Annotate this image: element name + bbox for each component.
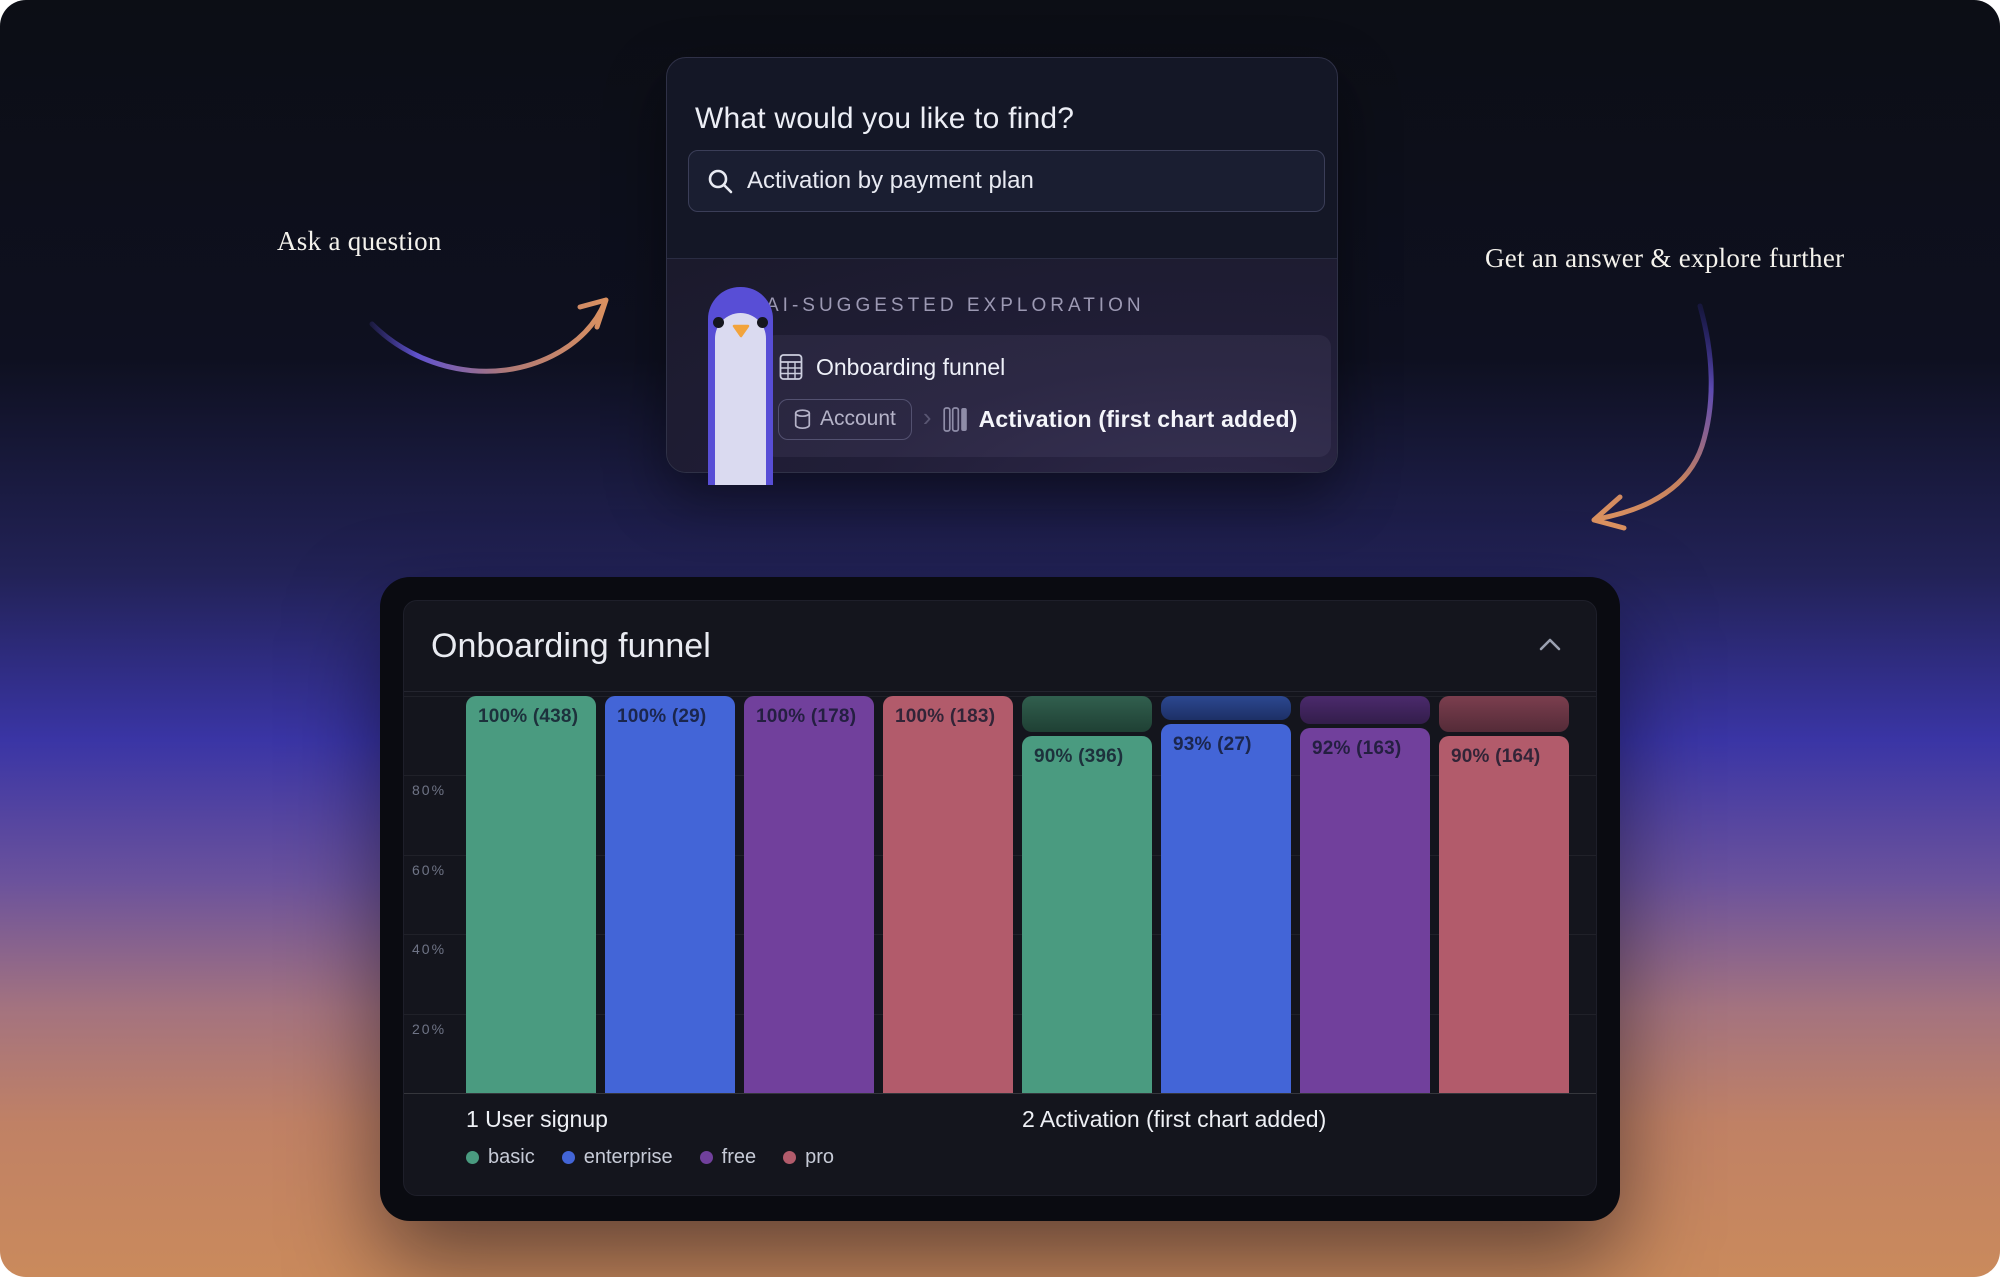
ai-suggested-section: AI-SUGGESTED EXPLORATION Onboarding funn… [667, 259, 1337, 472]
ask-heading: What would you like to find? [695, 102, 1075, 135]
legend-label-free: free [721, 1146, 757, 1168]
bar-pro-step2[interactable]: 90% (164) [1439, 735, 1569, 1093]
bar-value-label: 93% (27) [1173, 733, 1252, 755]
bar-value-label: 100% (183) [895, 706, 996, 727]
arrow-right [1591, 303, 1714, 531]
suggestion-card[interactable]: Onboarding funnel Account › [764, 335, 1331, 457]
search-input[interactable] [689, 151, 1324, 211]
bar-enterprise-step1[interactable]: 100% (29) [605, 696, 735, 1093]
collapse-chart-button[interactable] [1534, 634, 1566, 658]
y-tick-label: 20% [412, 1020, 447, 1037]
legend-item-pro[interactable]: pro [783, 1146, 834, 1169]
legend-label-pro: pro [805, 1146, 835, 1168]
annotation-ask-a-question: Ask a question [277, 226, 442, 256]
account-pill-label: Account [820, 407, 896, 430]
chart-legend: basic enterprise free pro [466, 1146, 834, 1169]
bar-cap-pro-step2 [1439, 696, 1569, 732]
legend-label-basic: basic [488, 1146, 535, 1168]
penguin-eye-left [713, 317, 724, 328]
legend-dot-free [699, 1151, 713, 1164]
legend-dot-enterprise [561, 1151, 575, 1164]
penguin-eye-right [757, 317, 768, 328]
penguin-beak [732, 324, 749, 338]
legend-item-enterprise[interactable]: enterprise [561, 1146, 673, 1169]
database-icon [794, 408, 811, 429]
legend-dot-basic [466, 1151, 479, 1164]
legend-label-enterprise: enterprise [583, 1146, 673, 1168]
account-pill[interactable]: Account [778, 398, 912, 440]
chart-card: Onboarding funnel 80% 60% 40% 20% 100% (438)… [403, 600, 1597, 1196]
bar-free-step1[interactable]: 100% (178) [744, 696, 874, 1093]
legend-dot-pro [783, 1151, 797, 1164]
arrow-left [369, 297, 609, 374]
bar-enterprise-step2[interactable]: 93% (27) [1161, 723, 1291, 1093]
suggestion-title: Onboarding funnel [816, 353, 1006, 380]
bar-pro-step1[interactable]: 100% (183) [883, 696, 1013, 1093]
ask-card: What would you like to find? AI-SUGGESTE… [666, 57, 1338, 473]
card-divider [667, 258, 1337, 259]
bar-value-label: 100% (29) [617, 706, 707, 727]
suggestion-title-row: Onboarding funnel [779, 351, 1005, 383]
breadcrumb-chevron: › [922, 402, 932, 432]
x-step-label-1: 1 User signup [466, 1106, 608, 1132]
bar-value-label: 90% (164) [1451, 745, 1541, 767]
penguin-belly [715, 313, 766, 485]
chart-header-divider [404, 691, 1596, 692]
bar-value-label: 90% (396) [1034, 745, 1124, 767]
penguin-mascot [708, 287, 773, 485]
ai-section-label: AI-SUGGESTED EXPLORATION [766, 295, 1145, 316]
chevron-up-icon [1539, 638, 1561, 651]
bar-value-label: 92% (163) [1312, 737, 1402, 759]
ask-card-top: What would you like to find? [667, 58, 1337, 258]
suggestion-breadcrumb-row: Account › Activation (first chart added) [778, 397, 1298, 441]
y-tick-label: 40% [412, 941, 447, 958]
bar-cap-basic-step2 [1022, 696, 1152, 732]
x-axis-baseline [404, 1093, 1596, 1094]
chart-panel: Onboarding funnel 80% 60% 40% 20% 100% (438)… [380, 577, 1620, 1221]
bar-basic-step1[interactable]: 100% (438) [466, 696, 596, 1093]
bar-cap-enterprise-step2 [1161, 696, 1291, 720]
legend-item-basic[interactable]: basic [466, 1146, 535, 1169]
table-icon [779, 354, 803, 380]
bar-value-label: 100% (178) [756, 706, 857, 727]
annotation-get-answer: Get an answer & explore further [1485, 243, 1845, 273]
chart-title: Onboarding funnel [431, 627, 711, 665]
suggestion-target: Activation (first chart added) [978, 405, 1298, 432]
bar-cap-free-step2 [1300, 696, 1430, 724]
legend-item-free[interactable]: free [699, 1146, 757, 1169]
y-tick-label: 80% [412, 782, 447, 799]
y-tick-label: 60% [412, 861, 447, 878]
bar-free-step2[interactable]: 92% (163) [1300, 727, 1430, 1093]
bar-value-label: 100% (438) [478, 706, 579, 727]
search-input-box[interactable] [688, 150, 1325, 212]
funnel-chart-icon [942, 406, 967, 432]
bar-basic-step2[interactable]: 90% (396) [1022, 735, 1152, 1093]
x-step-label-2: 2 Activation (first chart added) [1022, 1106, 1327, 1132]
